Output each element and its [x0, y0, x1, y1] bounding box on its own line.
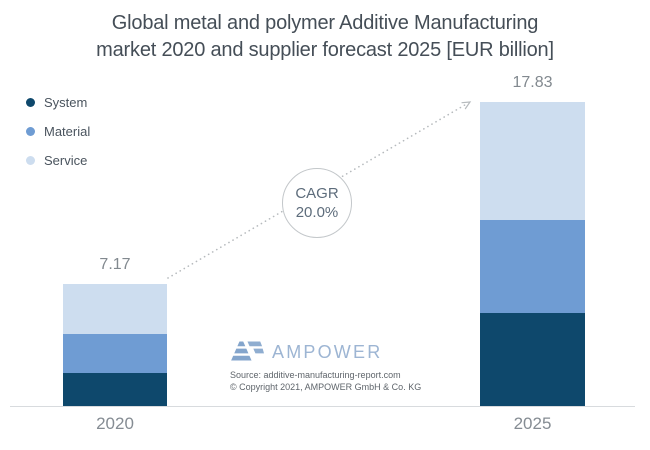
- ampower-logo: AMPOWER: [230, 339, 382, 363]
- source-note: Source: additive-manufacturing-report.co…: [230, 370, 421, 393]
- bar-segment-system-2025: [480, 313, 585, 406]
- cagr-annotation: CAGR 20.0%: [282, 168, 352, 238]
- x-axis-line: [10, 406, 635, 407]
- legend-swatch-material-icon: [26, 126, 35, 136]
- stacked-bar-2020: [63, 283, 167, 406]
- legend-label-system: System: [44, 94, 88, 110]
- chart-title-line1: Global metal and polymer Additive Manufa…: [111, 12, 539, 34]
- legend-label-service: Service: [44, 152, 88, 168]
- legend-label-material: Material: [44, 123, 91, 139]
- legend-item-system: System: [26, 92, 90, 112]
- cagr-value: 20.0%: [295, 204, 339, 221]
- legend-swatch-system-icon: [26, 97, 35, 107]
- bar-total-2025: 17.83: [512, 74, 553, 91]
- chart-title-line2: market 2020 and supplier forecast 2025 […: [96, 39, 554, 61]
- legend-item-material: Material: [26, 121, 90, 141]
- legend-item-service: Service: [26, 150, 90, 170]
- legend-swatch-service-icon: [26, 155, 35, 165]
- x-axis-label-2020: 2020: [96, 414, 134, 433]
- ampower-logo-text: AMPOWER: [272, 341, 383, 362]
- source-line: Source: additive-manufacturing-report.co…: [230, 370, 401, 380]
- legend: System Material Service: [26, 92, 90, 179]
- stacked-bar-2025: [480, 102, 585, 406]
- chart-title: Global metal and polymer Additive Manufa…: [0, 10, 650, 64]
- bar-segment-service-2025: [480, 102, 585, 221]
- bar-segment-material-2025: [480, 220, 585, 314]
- bar-total-2020: 7.17: [99, 256, 131, 273]
- x-axis-label-2025: 2025: [513, 414, 552, 433]
- copyright-line: © Copyright 2021, AMPOWER GmbH & Co. KG: [230, 381, 422, 392]
- cagr-label: CAGR: [295, 185, 339, 202]
- bar-segment-service-2020: [63, 283, 167, 335]
- ampower-logo-icon: [231, 341, 264, 361]
- bar-segment-system-2020: [63, 373, 167, 406]
- bar-segment-material-2020: [63, 334, 167, 374]
